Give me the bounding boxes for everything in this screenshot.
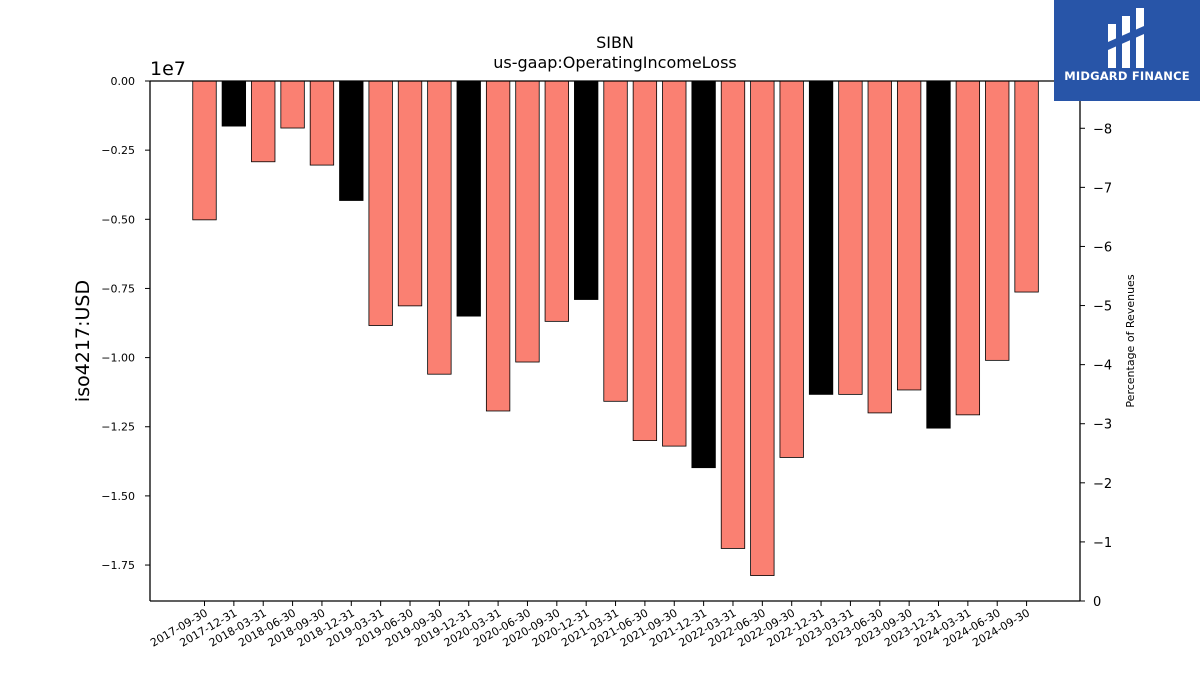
bar-2018-12-31 (339, 80, 364, 201)
y-tick-label: −1.50 (101, 490, 135, 503)
secondary-y-tick-label: −6 (1093, 240, 1112, 255)
bar-2017-12-31 (221, 80, 247, 127)
y-tick-label: −0.25 (101, 144, 135, 157)
y-axis-label: iso4217:USD (72, 280, 94, 402)
secondary-y-tick-label: −4 (1093, 359, 1112, 374)
bar-2022-06-30 (750, 80, 775, 576)
secondary-y-tick-label: −5 (1093, 300, 1112, 315)
bar-2022-09-30 (779, 80, 804, 458)
y-tick-label: −1.25 (101, 421, 135, 434)
bar-2023-12-31 (926, 80, 951, 429)
bar-2023-06-30 (867, 80, 892, 414)
chart-title: SIBN (596, 33, 634, 52)
bars-group (192, 80, 1039, 576)
bar-2018-06-30 (280, 80, 305, 129)
bar-2020-03-31 (485, 80, 511, 412)
bar-2020-06-30 (515, 80, 540, 363)
secondary-y-tick-label: −2 (1093, 477, 1112, 492)
bar-2021-03-31 (603, 80, 628, 402)
bar-2019-06-30 (397, 80, 423, 307)
y-tick-label: −0.50 (101, 213, 135, 226)
midgard-finance-logo: MIDGARD FINANCE (1054, 0, 1200, 101)
bar-2022-03-31 (720, 80, 746, 549)
bar-2024-09-30 (1014, 80, 1039, 293)
bar-2018-03-31 (251, 80, 276, 163)
secondary-y-tick-label: −1 (1093, 536, 1112, 551)
secondary-y-tick-label: −8 (1093, 122, 1112, 137)
bar-2021-12-31 (691, 80, 716, 469)
y-offset-label: 1e7 (150, 58, 186, 80)
bar-2019-09-30 (427, 80, 452, 375)
secondary-y-tick-label: −3 (1093, 418, 1112, 433)
bar-2020-09-30 (544, 80, 569, 322)
bar-2023-03-31 (838, 80, 863, 395)
secondary-y-tick-label: 0 (1093, 595, 1101, 610)
y-tick-label: −1.75 (101, 559, 135, 572)
bar-2021-06-30 (632, 80, 658, 441)
chart-subtitle: us-gaap:OperatingIncomeLoss (493, 53, 737, 72)
bar-2024-06-30 (985, 80, 1010, 361)
logo-text: MIDGARD FINANCE (1064, 69, 1190, 83)
bar-2024-03-31 (955, 80, 981, 416)
y-tick-label: 0.00 (111, 75, 136, 88)
bar-2018-09-30 (309, 80, 335, 166)
secondary-y-axis-label: Percentage of Revenues (1124, 274, 1137, 407)
bar-2017-09-30 (192, 80, 217, 221)
bar-2020-12-31 (574, 80, 599, 300)
y-tick-label: −0.75 (101, 282, 135, 295)
bar-2022-12-31 (808, 80, 834, 395)
bar-2019-12-31 (456, 80, 481, 317)
bar-2023-09-30 (896, 80, 922, 391)
logo-mark-icon (1108, 8, 1144, 68)
bar-2019-03-31 (368, 80, 393, 326)
bar-2021-09-30 (662, 80, 687, 447)
secondary-y-tick-label: −7 (1093, 181, 1112, 196)
y-tick-label: −1.00 (101, 352, 135, 365)
